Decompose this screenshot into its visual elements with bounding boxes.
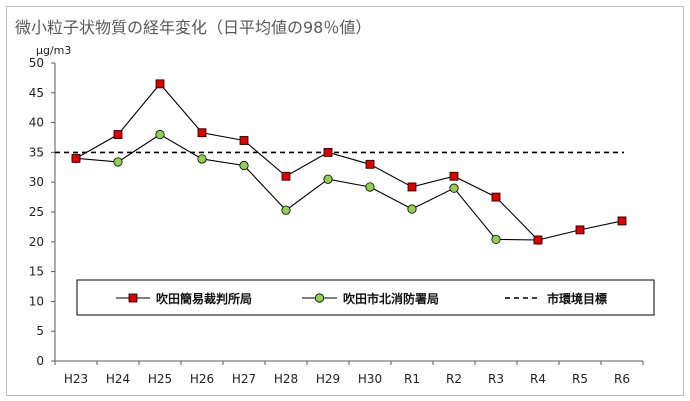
x-tick-label: H29 xyxy=(316,372,340,386)
legend-item-series-1: 吹田簡易裁判所局 xyxy=(116,291,252,306)
legend-box xyxy=(76,279,655,316)
series-1-point xyxy=(365,159,375,169)
x-tick-label: H25 xyxy=(148,372,172,386)
legend-square-marker xyxy=(128,293,138,303)
y-tick-label: 30 xyxy=(29,175,44,189)
series-2-point xyxy=(449,183,459,193)
x-tick-label: R2 xyxy=(446,372,462,386)
series-1-point xyxy=(449,171,459,181)
x-tick-label: H30 xyxy=(358,372,382,386)
series-2 xyxy=(71,129,543,245)
chart-title: 微小粒子状物質の経年変化（日平均値の98％値） xyxy=(15,18,371,37)
series-1-point xyxy=(281,171,291,181)
series-1-point xyxy=(155,79,165,89)
series-1-point xyxy=(491,192,501,202)
series-1-line xyxy=(75,83,623,241)
series-1-point xyxy=(407,182,417,192)
legend-circle-marker xyxy=(314,293,325,303)
x-tick-label: R4 xyxy=(530,372,546,386)
x-tick-label: H23 xyxy=(64,372,88,386)
series-2-point xyxy=(281,205,291,215)
y-tick-label: 5 xyxy=(36,324,44,338)
series-2-point xyxy=(365,182,375,192)
axes: 0 5 10 15 20 25 30 35 40 45 50 H23 H24 H25 H26 H27 H28 H2… xyxy=(29,56,644,386)
series-1-point xyxy=(71,153,81,163)
x-tick-label: H26 xyxy=(190,372,214,386)
y-tick-label: 0 xyxy=(36,354,44,368)
series-1-point xyxy=(617,216,627,226)
legend-label: 吹田簡易裁判所局 xyxy=(156,291,252,306)
x-tick-label: R3 xyxy=(488,372,504,386)
legend-item-series-2: 吹田市北消防署局 xyxy=(302,291,439,306)
x-tick-label: H27 xyxy=(232,372,256,386)
legend-label: 吹田市北消防署局 xyxy=(343,291,439,306)
legend-label: 市環境目標 xyxy=(547,291,607,306)
series-2-point xyxy=(155,129,165,140)
series-1-point xyxy=(113,130,123,139)
y-tick-label: 15 xyxy=(29,265,44,279)
series-1-point xyxy=(239,136,249,145)
series-1-point xyxy=(533,235,543,245)
y-tick-label: 20 xyxy=(29,235,44,249)
x-tick-label: R6 xyxy=(614,372,630,386)
series-1 xyxy=(71,79,627,245)
x-tick-label: H28 xyxy=(274,372,298,386)
y-tick-label: 35 xyxy=(29,145,44,159)
series-2-point xyxy=(197,154,207,164)
x-tick-label: R5 xyxy=(572,372,588,386)
series-2-point xyxy=(323,174,333,184)
series-layer xyxy=(71,79,627,245)
series-1-point xyxy=(575,225,585,235)
series-2-point xyxy=(491,234,501,245)
y-tick-label: 50 xyxy=(29,56,44,70)
series-1-point xyxy=(323,147,333,157)
legend: 吹田簡易裁判所局 吹田市北消防署局 市環境目標 xyxy=(76,279,655,316)
series-2-point xyxy=(407,204,417,214)
series-2-point xyxy=(239,160,249,171)
series-2-line xyxy=(75,133,539,241)
series-2-point xyxy=(113,157,123,167)
y-tick-label: 10 xyxy=(29,294,44,308)
series-1-point xyxy=(197,128,207,138)
y-tick-label: 45 xyxy=(29,86,44,100)
x-tick-label: R1 xyxy=(404,372,420,386)
legend-item-reference: 市環境目標 xyxy=(505,291,607,306)
y-tick-label: 25 xyxy=(29,205,44,219)
unit-label: µg/m3 xyxy=(36,44,71,57)
x-tick-label: H24 xyxy=(106,372,130,386)
chart-frame xyxy=(6,6,684,396)
y-tick-label: 40 xyxy=(29,116,44,130)
